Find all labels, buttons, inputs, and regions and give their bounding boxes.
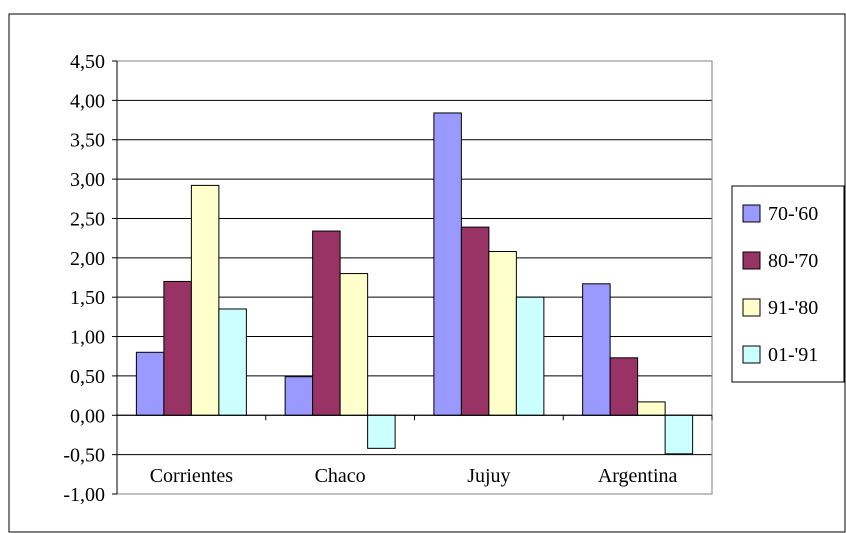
legend-label: 70-'60: [768, 203, 818, 225]
category-label: Chaco: [315, 465, 366, 487]
bar: [609, 357, 639, 416]
bar: [312, 230, 341, 416]
y-tick-label: 1,00: [70, 327, 105, 349]
legend-label: 80-'70: [768, 250, 818, 272]
category-label: Corrientes: [150, 465, 234, 487]
y-tick-label: 3,50: [70, 130, 105, 152]
y-tick-label: 2,00: [70, 248, 105, 270]
bar: [664, 414, 694, 455]
y-tick-label: 4,00: [70, 90, 105, 112]
bar: [163, 280, 192, 416]
bar: [460, 226, 490, 416]
legend-label: 01-'91: [768, 344, 818, 366]
y-tick-label: 0,50: [70, 366, 105, 388]
bar: [433, 112, 462, 416]
legend: 70-'60 80-'70 91-'80 01-'91: [731, 185, 845, 383]
y-tick-label: 3,00: [70, 169, 105, 191]
y-tick-label: -0,50: [63, 445, 105, 467]
category-label: Argentina: [598, 465, 678, 487]
legend-swatch: [742, 345, 761, 364]
y-tick-label: 2,50: [70, 208, 105, 230]
bar: [218, 308, 247, 416]
y-tick-label: 0,00: [70, 405, 105, 427]
bar: [488, 251, 517, 416]
axes: [112, 60, 713, 495]
bar: [135, 351, 165, 416]
legend-label: 91-'80: [768, 297, 818, 319]
bar: [515, 296, 545, 416]
bar: [367, 414, 396, 449]
x-tick-labels: Corrientes Chaco Jujuy Argentina: [150, 465, 678, 487]
category-label: Jujuy: [467, 465, 510, 487]
legend-swatch: [742, 204, 761, 223]
y-tick-label: -1,00: [63, 484, 105, 506]
y-tick-labels: 4,50 4,00 3,50 3,00 2,50 2,00 1,50 1,00 0,50 0,00…: [63, 51, 105, 506]
bar: [190, 184, 220, 416]
y-tick-label: 1,50: [70, 287, 105, 309]
legend-swatch: [742, 298, 761, 317]
bar: [637, 401, 666, 416]
y-tick-label: 4,50: [70, 51, 105, 73]
bar: [582, 283, 611, 416]
legend-swatch: [742, 251, 761, 270]
bar: [284, 376, 314, 416]
bars: [135, 112, 694, 455]
bar: [339, 273, 369, 416]
